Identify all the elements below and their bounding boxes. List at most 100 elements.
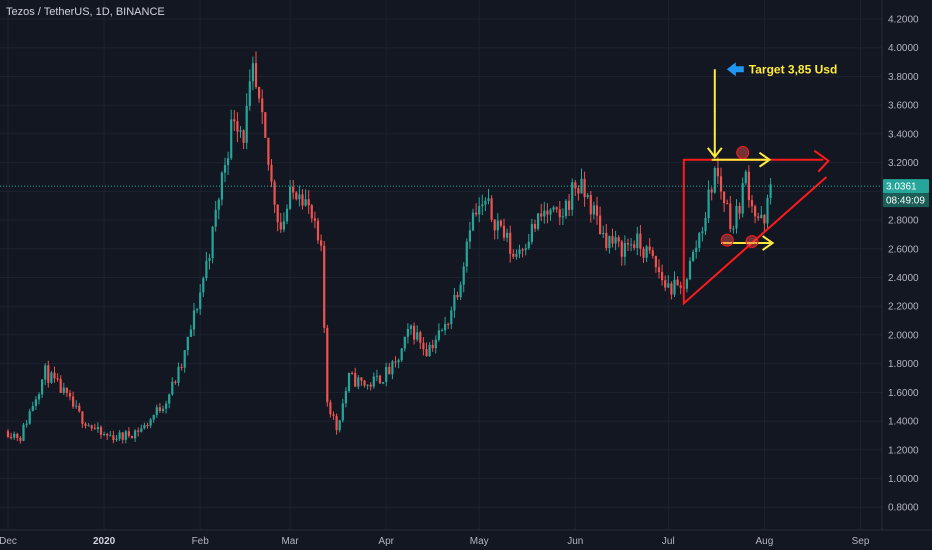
candle-body <box>261 98 264 113</box>
candle-body <box>605 232 608 248</box>
y-tick-label: 0.8000 <box>888 503 919 514</box>
candle-body <box>685 279 688 289</box>
candle-body <box>574 182 577 189</box>
candle-body <box>419 332 422 343</box>
candle-body <box>549 209 552 215</box>
candle-body <box>347 372 351 391</box>
candle-body <box>617 237 620 242</box>
candle-body <box>639 233 642 249</box>
candle-body <box>583 178 586 197</box>
candle-body <box>490 198 493 220</box>
y-tick-label: 4.2000 <box>888 15 919 26</box>
candle-body <box>741 183 744 214</box>
candle-body <box>323 245 326 328</box>
candle-body <box>196 309 199 311</box>
candle-body <box>59 378 62 393</box>
candle-body <box>130 435 134 439</box>
candle-body <box>391 361 394 375</box>
candle-body <box>592 205 595 215</box>
target-blue-arrow-icon <box>726 62 744 77</box>
candle-body <box>313 218 316 221</box>
candle-body <box>242 130 245 143</box>
candle-body <box>112 435 115 441</box>
candle-body <box>388 366 391 375</box>
candle-body <box>416 332 419 340</box>
candle-body <box>189 329 192 337</box>
pivot-circle <box>720 233 734 247</box>
candle-body <box>406 328 409 337</box>
candle-body <box>96 427 99 430</box>
candle-body <box>580 178 583 194</box>
candle-body <box>695 247 698 252</box>
candle-body <box>335 415 338 431</box>
candle-body <box>31 406 34 412</box>
candle-body <box>233 119 236 122</box>
last-price-badge <box>883 179 929 194</box>
candle-body <box>726 203 729 205</box>
candle-body <box>468 230 471 242</box>
candle-body <box>537 213 540 229</box>
candle-body <box>732 228 735 230</box>
candle-body <box>599 215 602 235</box>
candle-body <box>338 420 341 431</box>
candle-body <box>670 283 673 295</box>
candle-body <box>626 243 630 245</box>
candle-body <box>115 438 118 441</box>
candle-body <box>109 435 112 437</box>
candle-body <box>155 407 158 416</box>
candle-body <box>78 405 81 412</box>
candle-body <box>729 203 732 229</box>
candle-body <box>515 254 518 257</box>
candle-body <box>137 430 140 432</box>
candle-body <box>428 344 431 357</box>
price-scale[interactable] <box>882 0 932 530</box>
candle-body <box>208 258 211 261</box>
candle-body <box>75 405 78 407</box>
y-tick-label: 2.2000 <box>888 302 919 313</box>
candle-body <box>456 295 459 298</box>
candle-body <box>220 172 223 200</box>
candle-body <box>258 86 261 99</box>
candle-body <box>121 432 124 440</box>
symbol-title: Tezos / TetherUS, 1D, BINANCE <box>6 6 165 18</box>
candle-body <box>320 240 323 246</box>
candle-body <box>366 384 369 386</box>
candle-body <box>425 349 428 357</box>
time-scale[interactable] <box>0 530 932 550</box>
candle-body <box>484 200 487 205</box>
candle-body <box>332 414 335 416</box>
candle-body <box>636 233 639 248</box>
candle-body <box>289 186 292 209</box>
candle-body <box>326 327 329 403</box>
candle-body <box>403 336 406 349</box>
candle-body <box>254 63 258 87</box>
candle-body <box>481 204 484 207</box>
candle-body <box>344 390 347 404</box>
candle-body <box>564 200 568 217</box>
candle-body <box>307 199 310 206</box>
candle-body <box>676 279 679 286</box>
candle-body <box>192 310 196 330</box>
candle-body <box>409 325 413 329</box>
candle-body <box>738 205 741 214</box>
candle-body <box>161 408 165 412</box>
candle-body <box>301 194 304 206</box>
candle-body <box>310 205 313 219</box>
candle-body <box>533 224 537 229</box>
x-tick-label: Mar <box>281 536 299 547</box>
candle-body <box>716 167 719 177</box>
candle-body <box>25 423 28 425</box>
candle-body <box>276 204 279 223</box>
candle-body <box>661 272 664 281</box>
candle-body <box>372 376 375 387</box>
candle-body <box>518 249 521 255</box>
candle-body <box>502 225 506 238</box>
candle-body <box>602 232 605 235</box>
y-tick-label: 2.0000 <box>888 330 919 341</box>
candle-body <box>487 198 490 201</box>
candle-body <box>68 393 72 397</box>
candle-body <box>710 189 713 193</box>
candle-body <box>158 407 161 412</box>
candle-body <box>558 209 561 218</box>
